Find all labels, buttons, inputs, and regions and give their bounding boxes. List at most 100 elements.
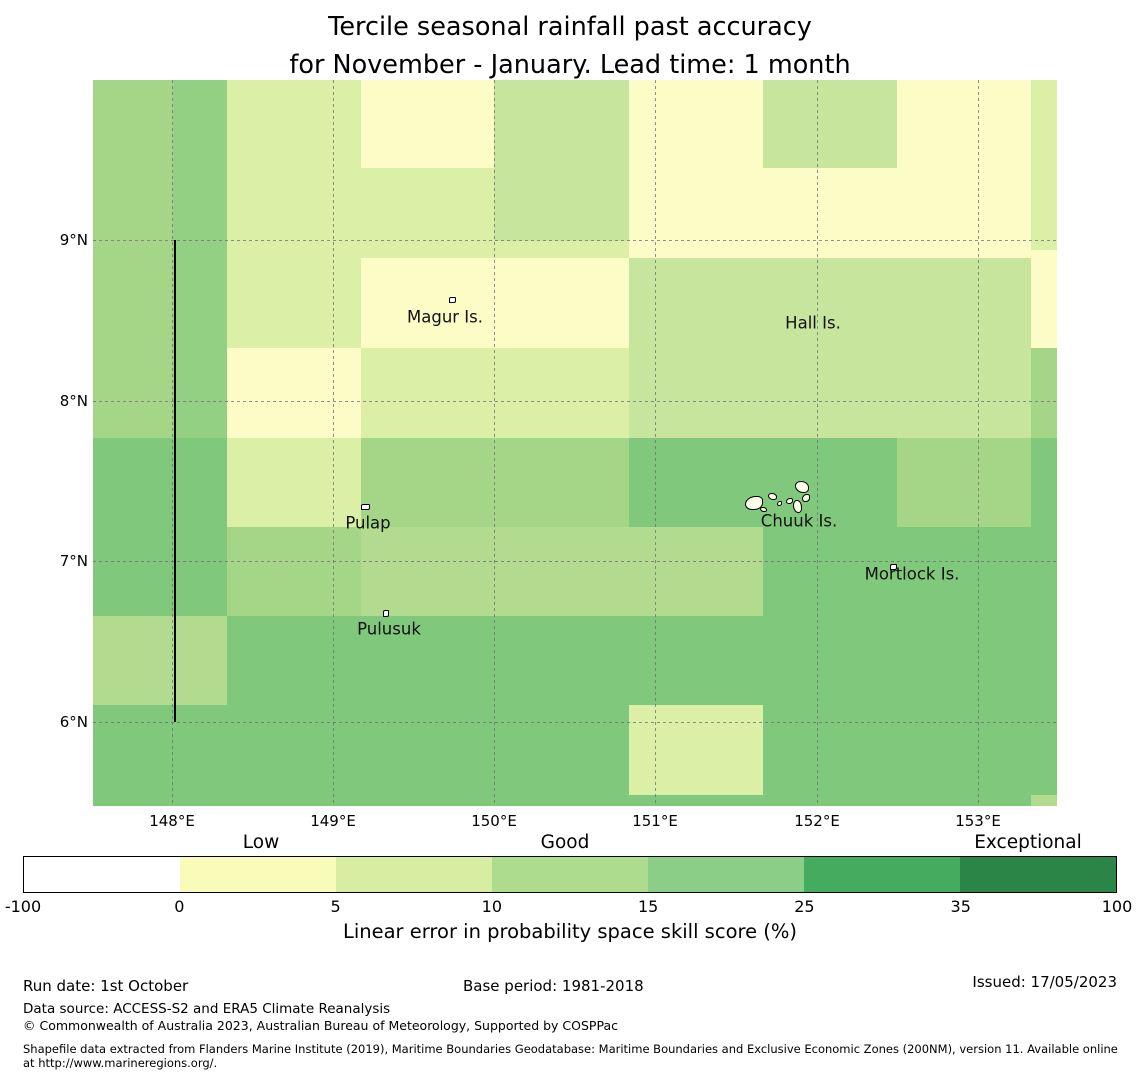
map-cell	[361, 527, 494, 616]
map-cell	[93, 438, 173, 616]
colorbar-tick-label: 25	[794, 897, 815, 916]
colorbar-tick-label: 35	[950, 897, 971, 916]
colorbar-segment	[24, 857, 180, 892]
x-tick-label: 153°E	[955, 812, 1001, 830]
island-label: Pulap	[345, 513, 391, 533]
map-cell	[763, 258, 897, 438]
gridline-parallel	[93, 722, 1057, 723]
map-cell	[1031, 250, 1057, 348]
chuuk-islet-icon	[802, 494, 810, 502]
run-date-text: Run date: 1st October	[23, 977, 189, 995]
gridline-parallel	[93, 561, 1057, 562]
base-period-text: Base period: 1981-2018	[463, 977, 644, 995]
map-cell	[1031, 80, 1057, 250]
map-cell	[897, 80, 1031, 258]
map-cell	[173, 705, 227, 806]
chart-title-line2: for November - January. Lead time: 1 mon…	[289, 50, 851, 80]
issued-date-text: Issued: 17/05/2023	[972, 973, 1117, 991]
map-cell	[897, 527, 1031, 806]
pulusuk-islet-icon	[383, 610, 389, 617]
y-tick-label: 7°N	[59, 552, 88, 570]
colorbar-segment	[648, 857, 804, 892]
chuuk-islet-icon	[768, 493, 777, 500]
chart-title-line1: Tercile seasonal rainfall past accuracy	[328, 12, 812, 42]
colorbar-category-label: Good	[540, 832, 590, 853]
island-label: Chuuk Is.	[760, 511, 838, 531]
map-cell	[1031, 795, 1057, 806]
pulap-islet-icon	[361, 504, 370, 510]
data-source-text: Data source: ACCESS-S2 and ERA5 Climate …	[23, 1001, 391, 1017]
map-cell	[227, 616, 361, 806]
gridline-meridian	[655, 80, 656, 806]
map-cell	[494, 348, 629, 438]
colorbar-category-label: Exceptional	[974, 832, 1082, 853]
colorbar-segment	[492, 857, 648, 892]
colorbar-tick-label: 0	[174, 897, 185, 916]
map-cell	[361, 438, 494, 527]
colorbar	[23, 856, 1117, 893]
map-cell	[361, 616, 494, 806]
colorbar-tick-label: -100	[4, 897, 42, 916]
map-cell	[629, 705, 763, 795]
eez-boundary-line	[174, 240, 176, 722]
map-cell	[361, 168, 494, 258]
colorbar-segment	[180, 857, 336, 892]
map-cell	[629, 616, 763, 705]
colorbar-tick-label: 100	[1101, 897, 1133, 916]
chuuk-islet-icon	[760, 507, 767, 512]
colorbar-tick-label: 10	[481, 897, 503, 916]
island-label: Mortlock Is.	[864, 564, 960, 584]
gridline-parallel	[93, 240, 1057, 241]
x-tick-label: 151°E	[632, 812, 678, 830]
island-label: Magur Is.	[406, 307, 484, 327]
copyright-text: © Commonwealth of Australia 2023, Austra…	[23, 1018, 618, 1033]
map-cell	[361, 80, 494, 168]
map-cell	[629, 80, 763, 258]
chuuk-islet-icon	[777, 501, 782, 506]
map-cell	[173, 616, 227, 705]
map-cell	[1031, 438, 1057, 795]
mortlock-islet-icon	[890, 564, 897, 570]
gridline-meridian	[333, 80, 334, 806]
map-cell	[361, 348, 494, 438]
map-cell	[93, 705, 173, 806]
gridline-meridian	[172, 80, 173, 806]
map-cell	[227, 348, 361, 438]
map-cell	[494, 438, 629, 527]
map-cell	[629, 438, 763, 527]
y-tick-label: 6°N	[59, 713, 88, 731]
map-cell	[629, 795, 763, 806]
gridline-meridian	[817, 80, 818, 806]
map-cell	[494, 241, 629, 258]
colorbar-segment	[960, 857, 1116, 892]
map-cell	[1031, 348, 1057, 438]
map-cell	[173, 80, 227, 438]
chuuk-islet-icon	[745, 496, 763, 510]
map-cell	[93, 80, 173, 438]
map-cell	[763, 438, 897, 806]
colorbar-axis-label: Linear error in probability space skill …	[342, 920, 798, 943]
map-cell	[361, 258, 494, 348]
map-cell	[227, 527, 361, 616]
map-cell	[897, 438, 1031, 527]
x-tick-label: 150°E	[471, 812, 517, 830]
map-cell	[173, 438, 227, 616]
magur-islet-icon	[449, 297, 456, 303]
x-tick-label: 152°E	[794, 812, 840, 830]
chuuk-islet-icon	[793, 500, 802, 513]
x-tick-label: 149°E	[310, 812, 356, 830]
y-tick-label: 9°N	[59, 231, 88, 249]
chuuk-islet-icon	[795, 481, 809, 493]
colorbar-tick-label: 5	[330, 897, 341, 916]
map-cell	[227, 80, 361, 348]
gridline-parallel	[93, 401, 1057, 402]
map-cell	[494, 80, 629, 241]
map-cell	[494, 258, 629, 348]
island-label: Hall Is.	[785, 313, 841, 333]
map-cell	[494, 527, 629, 616]
map-cell	[93, 616, 173, 705]
map-area: Magur Is. Hall Is. Pulap Chuuk Is. Mortlock …	[93, 80, 1057, 806]
map-cell	[629, 527, 763, 616]
map-cell	[763, 168, 897, 258]
gridline-meridian	[978, 80, 979, 806]
